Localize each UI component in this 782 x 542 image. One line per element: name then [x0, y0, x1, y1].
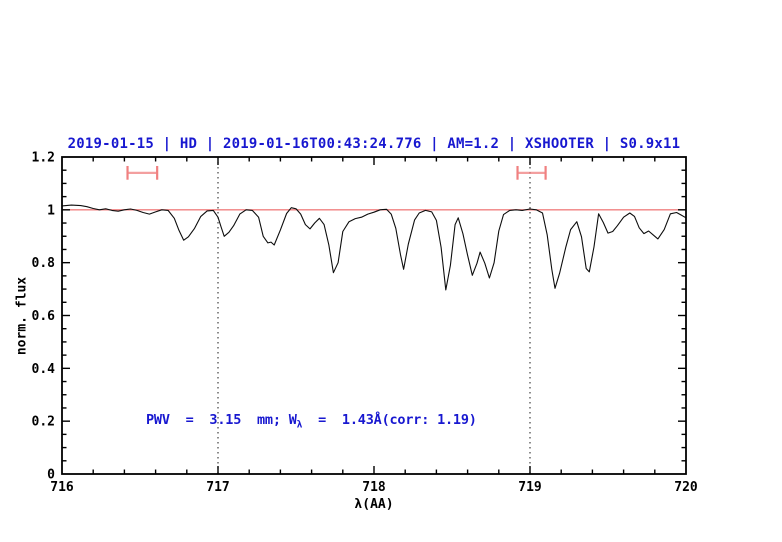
x-axis-label: λ(AA) [354, 497, 394, 512]
svg-text:0.2: 0.2 [32, 415, 55, 430]
y-axis-label: norm. flux [14, 276, 30, 356]
annotation-suffix: = 1.43Å(corr: 1.19) [302, 412, 477, 428]
svg-text:719: 719 [518, 480, 541, 495]
spectrum-line [61, 204, 687, 291]
svg-text:1.2: 1.2 [32, 151, 55, 166]
svg-text:716: 716 [50, 480, 74, 495]
range-markers [126, 165, 547, 180]
pwv-annotation: PWV = 3.15 mm; Wλ = 1.43Å(corr: 1.19) [146, 412, 477, 431]
annotation-lambda-subscript: λ [296, 419, 303, 431]
svg-text:0: 0 [47, 468, 55, 483]
svg-text:0.4: 0.4 [32, 362, 56, 377]
svg-text:717: 717 [206, 480, 229, 495]
svg-text:720: 720 [674, 480, 698, 495]
axis-tick-labels: 716 717 718 719 720 0 0.2 0.4 0.6 0.8 1 1.2 [32, 151, 698, 496]
svg-text:0.6: 0.6 [32, 309, 56, 324]
svg-text:718: 718 [362, 480, 386, 495]
plot-title: 2019-01-15 | HD | 2019-01-16T00:43:24.77… [67, 136, 681, 152]
axis-ticks [62, 157, 686, 474]
annotation-prefix: PWV = 3.15 mm; W [146, 412, 297, 428]
svg-text:0.8: 0.8 [32, 256, 56, 271]
svg-text:1: 1 [47, 203, 55, 218]
